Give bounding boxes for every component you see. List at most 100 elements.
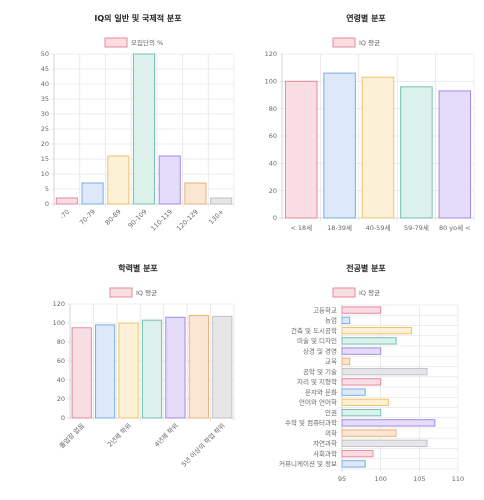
- x-tick-label: 110-119: [149, 208, 174, 233]
- bar[interactable]: [341, 378, 382, 386]
- chart-iq-distribution: IQ의 일반 및 국제적 분포 모집단의 % 0 5 10 15 20 25 30 35 40 4…: [0, 0, 242, 240]
- x-tick-label: 110: [452, 475, 464, 483]
- bar[interactable]: [438, 90, 472, 219]
- y-tick-label: 수학 및 컴퓨터과학: [285, 418, 337, 427]
- x-tick-label: 100: [374, 475, 386, 483]
- y-tick-label: 농업: [325, 317, 337, 325]
- y-tick-label: 50: [41, 50, 49, 58]
- bar[interactable]: [361, 76, 395, 219]
- legend-swatch[interactable]: [332, 37, 356, 48]
- chart-age-distribution: 연령별 분포 IQ 평균 0 20 40 60 80 100 120 < 18세 18-39세 4…: [242, 0, 484, 240]
- x-tick-label: 105: [413, 475, 425, 483]
- y-tick-label: 언어와 언어학: [299, 398, 337, 407]
- bar[interactable]: [341, 347, 382, 355]
- x-tick-label: 4년제 학위: [152, 421, 180, 449]
- y-tick-label: 40: [57, 376, 65, 384]
- bar[interactable]: [81, 182, 104, 205]
- bar[interactable]: [55, 197, 78, 205]
- bar[interactable]: [95, 324, 116, 419]
- bar[interactable]: [284, 80, 318, 219]
- legend-swatch[interactable]: [332, 287, 356, 298]
- bar[interactable]: [341, 449, 374, 458]
- bar[interactable]: [341, 388, 366, 396]
- y-tick-label: 지리 및 지형학: [297, 377, 337, 386]
- legend-label[interactable]: IQ 평균: [136, 288, 157, 297]
- y-tick-label: 80: [57, 338, 65, 346]
- bar[interactable]: [158, 155, 181, 205]
- x-tick-label: 59-79세: [404, 223, 429, 232]
- bar[interactable]: [341, 429, 397, 437]
- y-tick-label: 미술 및 디자인: [297, 336, 337, 345]
- bar[interactable]: [341, 460, 366, 468]
- y-tick-label: 교육: [325, 358, 337, 366]
- bar[interactable]: [118, 322, 139, 419]
- x-tick-label: 80-89: [104, 208, 123, 227]
- y-tick-label: 고등학교: [313, 305, 337, 314]
- y-tick-label: 건축 및 도시공학: [291, 326, 337, 335]
- y-tick-label: 인권: [325, 408, 337, 417]
- y-tick-label: 사회과학: [313, 449, 337, 458]
- x-tick-label: 120-129: [175, 208, 200, 233]
- x-tick-label: 90-109: [126, 208, 148, 230]
- legend-label[interactable]: 모집단의 %: [131, 38, 163, 47]
- bar[interactable]: [341, 419, 436, 427]
- y-tick-label: 문자와 문화: [305, 387, 337, 396]
- y-tick-label: 45: [41, 65, 49, 73]
- x-tick-label: 18-39세: [327, 223, 352, 232]
- chart-age-distribution-svg: 연령별 분포 IQ 평균 0 20 40 60 80 100 120 < 18세 18-39세 4…: [265, 13, 475, 232]
- bar[interactable]: [341, 357, 351, 366]
- x-tick-label: 2년제 학위: [105, 421, 133, 449]
- bar[interactable]: [341, 398, 389, 407]
- x-tick-label: 40-59세: [366, 223, 391, 232]
- y-tick-label: 0: [61, 414, 65, 422]
- y-tick-label: 60: [269, 132, 277, 140]
- bar[interactable]: [212, 315, 233, 419]
- y-tick-label: 60: [57, 357, 65, 365]
- y-tick-label: 20: [41, 140, 49, 148]
- y-tick-label: 100: [53, 319, 65, 327]
- y-tick-label: 100: [265, 78, 277, 86]
- plot-area: 0 20 40 60 80 100 120 졸업장 없음 2년제 학위 4년제 학위 5년 이상의 …: [53, 300, 235, 469]
- bar[interactable]: [188, 314, 209, 419]
- legend-label[interactable]: IQ 평균: [359, 288, 380, 297]
- x-tick-label: 70-79: [78, 208, 97, 227]
- bar[interactable]: [341, 326, 413, 335]
- chart-title: 연령별 분포: [346, 13, 386, 23]
- legend-label[interactable]: IQ 평균: [359, 38, 380, 47]
- bar[interactable]: [341, 306, 382, 314]
- bar[interactable]: [132, 53, 156, 205]
- bar[interactable]: [341, 439, 428, 448]
- y-tick-label: 공학 및 기술: [303, 367, 337, 376]
- bar[interactable]: [341, 337, 397, 345]
- y-tick-label: 30: [41, 110, 49, 118]
- y-tick-label: 의학: [325, 428, 337, 437]
- x-tick-label: 130+: [207, 208, 225, 226]
- bar[interactable]: [341, 367, 428, 376]
- chart-title: IQ의 일반 및 국제적 분포: [94, 13, 182, 23]
- y-tick-label: 40: [41, 80, 49, 88]
- y-tick-label: 15: [41, 155, 49, 163]
- chart-education-distribution-svg: 학력별 분포 IQ 평균 0 20 40 60 80 100 120 졸업장 없음 2년제 학위…: [53, 263, 235, 469]
- bar[interactable]: [210, 197, 233, 205]
- chart-title: 학력별 분포: [118, 263, 158, 273]
- chart-major-distribution: 전공별 분포 IQ 평균 95 100 105 110 고등학교 농업 건축 및 도시공학 미…: [242, 250, 484, 500]
- bar[interactable]: [107, 155, 130, 205]
- y-tick-label: 상경 및 경영: [303, 346, 337, 355]
- bar[interactable]: [400, 86, 433, 219]
- bar[interactable]: [141, 319, 163, 419]
- x-tick-label: 95: [338, 475, 346, 483]
- bar[interactable]: [184, 182, 207, 205]
- y-tick-label: 40: [269, 160, 277, 168]
- bar[interactable]: [71, 327, 92, 419]
- bar[interactable]: [341, 316, 351, 325]
- y-tick-label: 10: [41, 170, 49, 178]
- y-tick-label: 0: [45, 200, 49, 208]
- bar[interactable]: [165, 316, 186, 419]
- bar[interactable]: [323, 72, 356, 219]
- bar[interactable]: [341, 408, 382, 417]
- y-tick-label: 자연과학: [313, 439, 337, 448]
- legend-swatch[interactable]: [104, 37, 128, 48]
- x-tick-label: 80 yo세 <: [439, 223, 471, 232]
- legend-swatch[interactable]: [109, 287, 133, 298]
